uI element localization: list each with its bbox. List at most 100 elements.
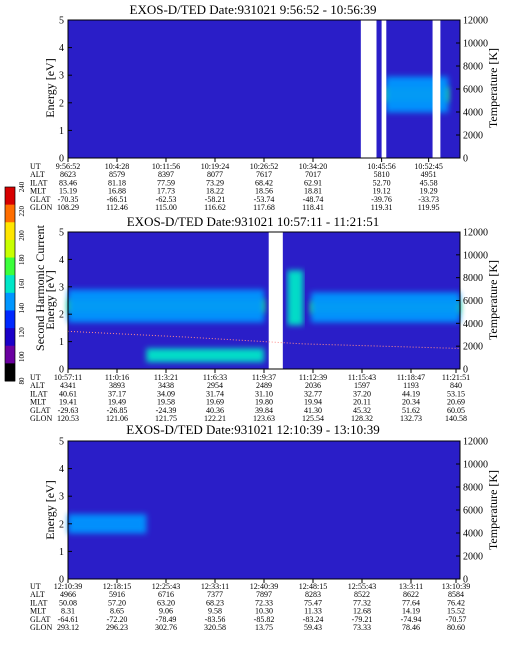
y2-tick-label: 6000: [463, 506, 483, 517]
panel-3-ylabel: Energy [eV]: [43, 480, 57, 539]
table-cell: 5810: [374, 170, 390, 179]
table-cell: 121.75: [155, 414, 177, 423]
colorbar-swatch: [5, 292, 15, 311]
table-cell: -29.63: [58, 406, 79, 415]
table-row-label: GLON: [30, 623, 52, 632]
table-cell: 112.46: [106, 203, 128, 212]
table-cell: 51.62: [402, 406, 420, 415]
table-cell: 45.58: [420, 178, 438, 187]
y-tick-label: 1: [59, 126, 64, 137]
y-tick-label: 2: [59, 519, 64, 530]
table-cell: 8623: [60, 170, 76, 179]
y2-tick-label: 4000: [463, 529, 483, 540]
table-cell: 128.32: [351, 414, 373, 423]
table-cell: 2954: [207, 381, 223, 390]
table-cell: 8.65: [110, 607, 124, 616]
table-cell: -39.76: [371, 195, 392, 204]
table-cell: 4951: [421, 170, 437, 179]
table-cell: 4341: [60, 381, 76, 390]
table-row-label: GLON: [30, 414, 52, 423]
colorbar-tick-label: 140: [18, 303, 26, 314]
y2-tick-label: 12000: [463, 16, 488, 27]
table-cell: 6716: [158, 590, 174, 599]
table-cell: 7377: [207, 590, 223, 599]
table-cell: 9.58: [208, 607, 222, 616]
table-cell: 7617: [256, 170, 272, 179]
table-cell: 63.20: [157, 598, 175, 607]
table-cell: 108.29: [57, 203, 79, 212]
table-cell: -26.85: [107, 406, 128, 415]
y-tick-label: 5: [59, 228, 64, 239]
table-cell: 132.73: [400, 414, 422, 423]
panel-1-title: EXOS-D/TED Date:931021 9:56:52 - 10:56:3…: [130, 2, 377, 17]
table-cell: 18.56: [255, 187, 273, 196]
table-cell: 60.05: [447, 406, 465, 415]
table-cell: 19.69: [206, 398, 224, 407]
table-cell: -58.21: [205, 195, 226, 204]
y2-tick-label: 8000: [463, 62, 483, 73]
table-cell: -62.53: [156, 195, 177, 204]
y-tick-label: 3: [59, 492, 64, 503]
table-cell: 11:6:33: [203, 373, 227, 382]
table-row-label: UT: [30, 162, 41, 171]
table-cell: 8522: [354, 590, 370, 599]
table-cell: 120.53: [57, 414, 79, 423]
table-cell: 140.58: [445, 414, 467, 423]
table-cell: 116.62: [204, 203, 226, 212]
table-row-label: ALT: [30, 381, 45, 390]
table-cell: 18.81: [304, 187, 322, 196]
table-cell: 68.23: [206, 598, 224, 607]
table-cell: 75.47: [304, 598, 322, 607]
table-cell: 119.31: [371, 203, 393, 212]
table-cell: 62.91: [304, 178, 322, 187]
table-cell: 320.58: [204, 623, 226, 632]
table-cell: 76.42: [447, 598, 465, 607]
panel-2-y2label: Temperature [K]: [486, 260, 500, 340]
colorbar-swatch: [5, 310, 15, 329]
y2-tick-label: 8000: [463, 483, 483, 494]
table-cell: 19.41: [59, 398, 77, 407]
table-cell: 10:52:45: [414, 162, 442, 171]
table-cell: 17.73: [157, 187, 175, 196]
table-cell: 10:4:28: [105, 162, 129, 171]
table-row-label: GLAT: [30, 406, 51, 415]
table-cell: 12:55:43: [348, 582, 376, 591]
table-row-label: ILAT: [30, 598, 47, 607]
table-cell: 11:15:43: [348, 373, 376, 382]
table-cell: 8077: [207, 170, 223, 179]
panel-1: EXOS-D/TED Date:931021 9:56:52 - 10:56:3…: [30, 2, 500, 212]
table-cell: 11:0:16: [105, 373, 129, 382]
table-row-label: UT: [30, 582, 41, 591]
table-cell: 119.95: [418, 203, 440, 212]
table-cell: 20.34: [402, 398, 420, 407]
colorbar: 80 100 120 140 160 180 200 220 240 Second Harmon…: [4, 181, 47, 385]
table-cell: 10:26:52: [250, 162, 278, 171]
table-cell: 115.00: [155, 203, 177, 212]
panel-3: EXOS-D/TED Date:931021 12:10:39 - 13:10:…: [30, 422, 500, 632]
table-cell: 122.21: [204, 414, 226, 423]
colorbar-label: Second Harmonic Current: [33, 224, 47, 351]
colorbar-swatch: [5, 363, 15, 382]
y2-tick-label: 0: [463, 575, 468, 586]
table-row-label: MLT: [30, 187, 46, 196]
table-cell: 11:12:39: [299, 373, 327, 382]
y2-tick-label: 10000: [463, 39, 488, 50]
table-cell: -85.82: [254, 615, 275, 624]
table-cell: 8397: [158, 170, 174, 179]
table-cell: 123.63: [253, 414, 275, 423]
table-cell: 31.10: [255, 389, 273, 398]
table-cell: 13:10:39: [442, 582, 470, 591]
table-cell: 77.59: [157, 178, 175, 187]
colorbar-tick-label: 160: [18, 278, 26, 289]
table-cell: 12:40:39: [250, 582, 278, 591]
table-cell: 73.33: [353, 623, 371, 632]
table-cell: 121.06: [106, 414, 128, 423]
table-row-label: GLAT: [30, 195, 51, 204]
table-cell: 840: [450, 381, 462, 390]
table-cell: -83.56: [205, 615, 226, 624]
table-cell: 77.32: [353, 598, 371, 607]
data-gap: [360, 20, 377, 158]
table-cell: 78.46: [402, 623, 420, 632]
table-cell: 11:21:51: [442, 373, 470, 382]
table-cell: 1597: [354, 381, 370, 390]
